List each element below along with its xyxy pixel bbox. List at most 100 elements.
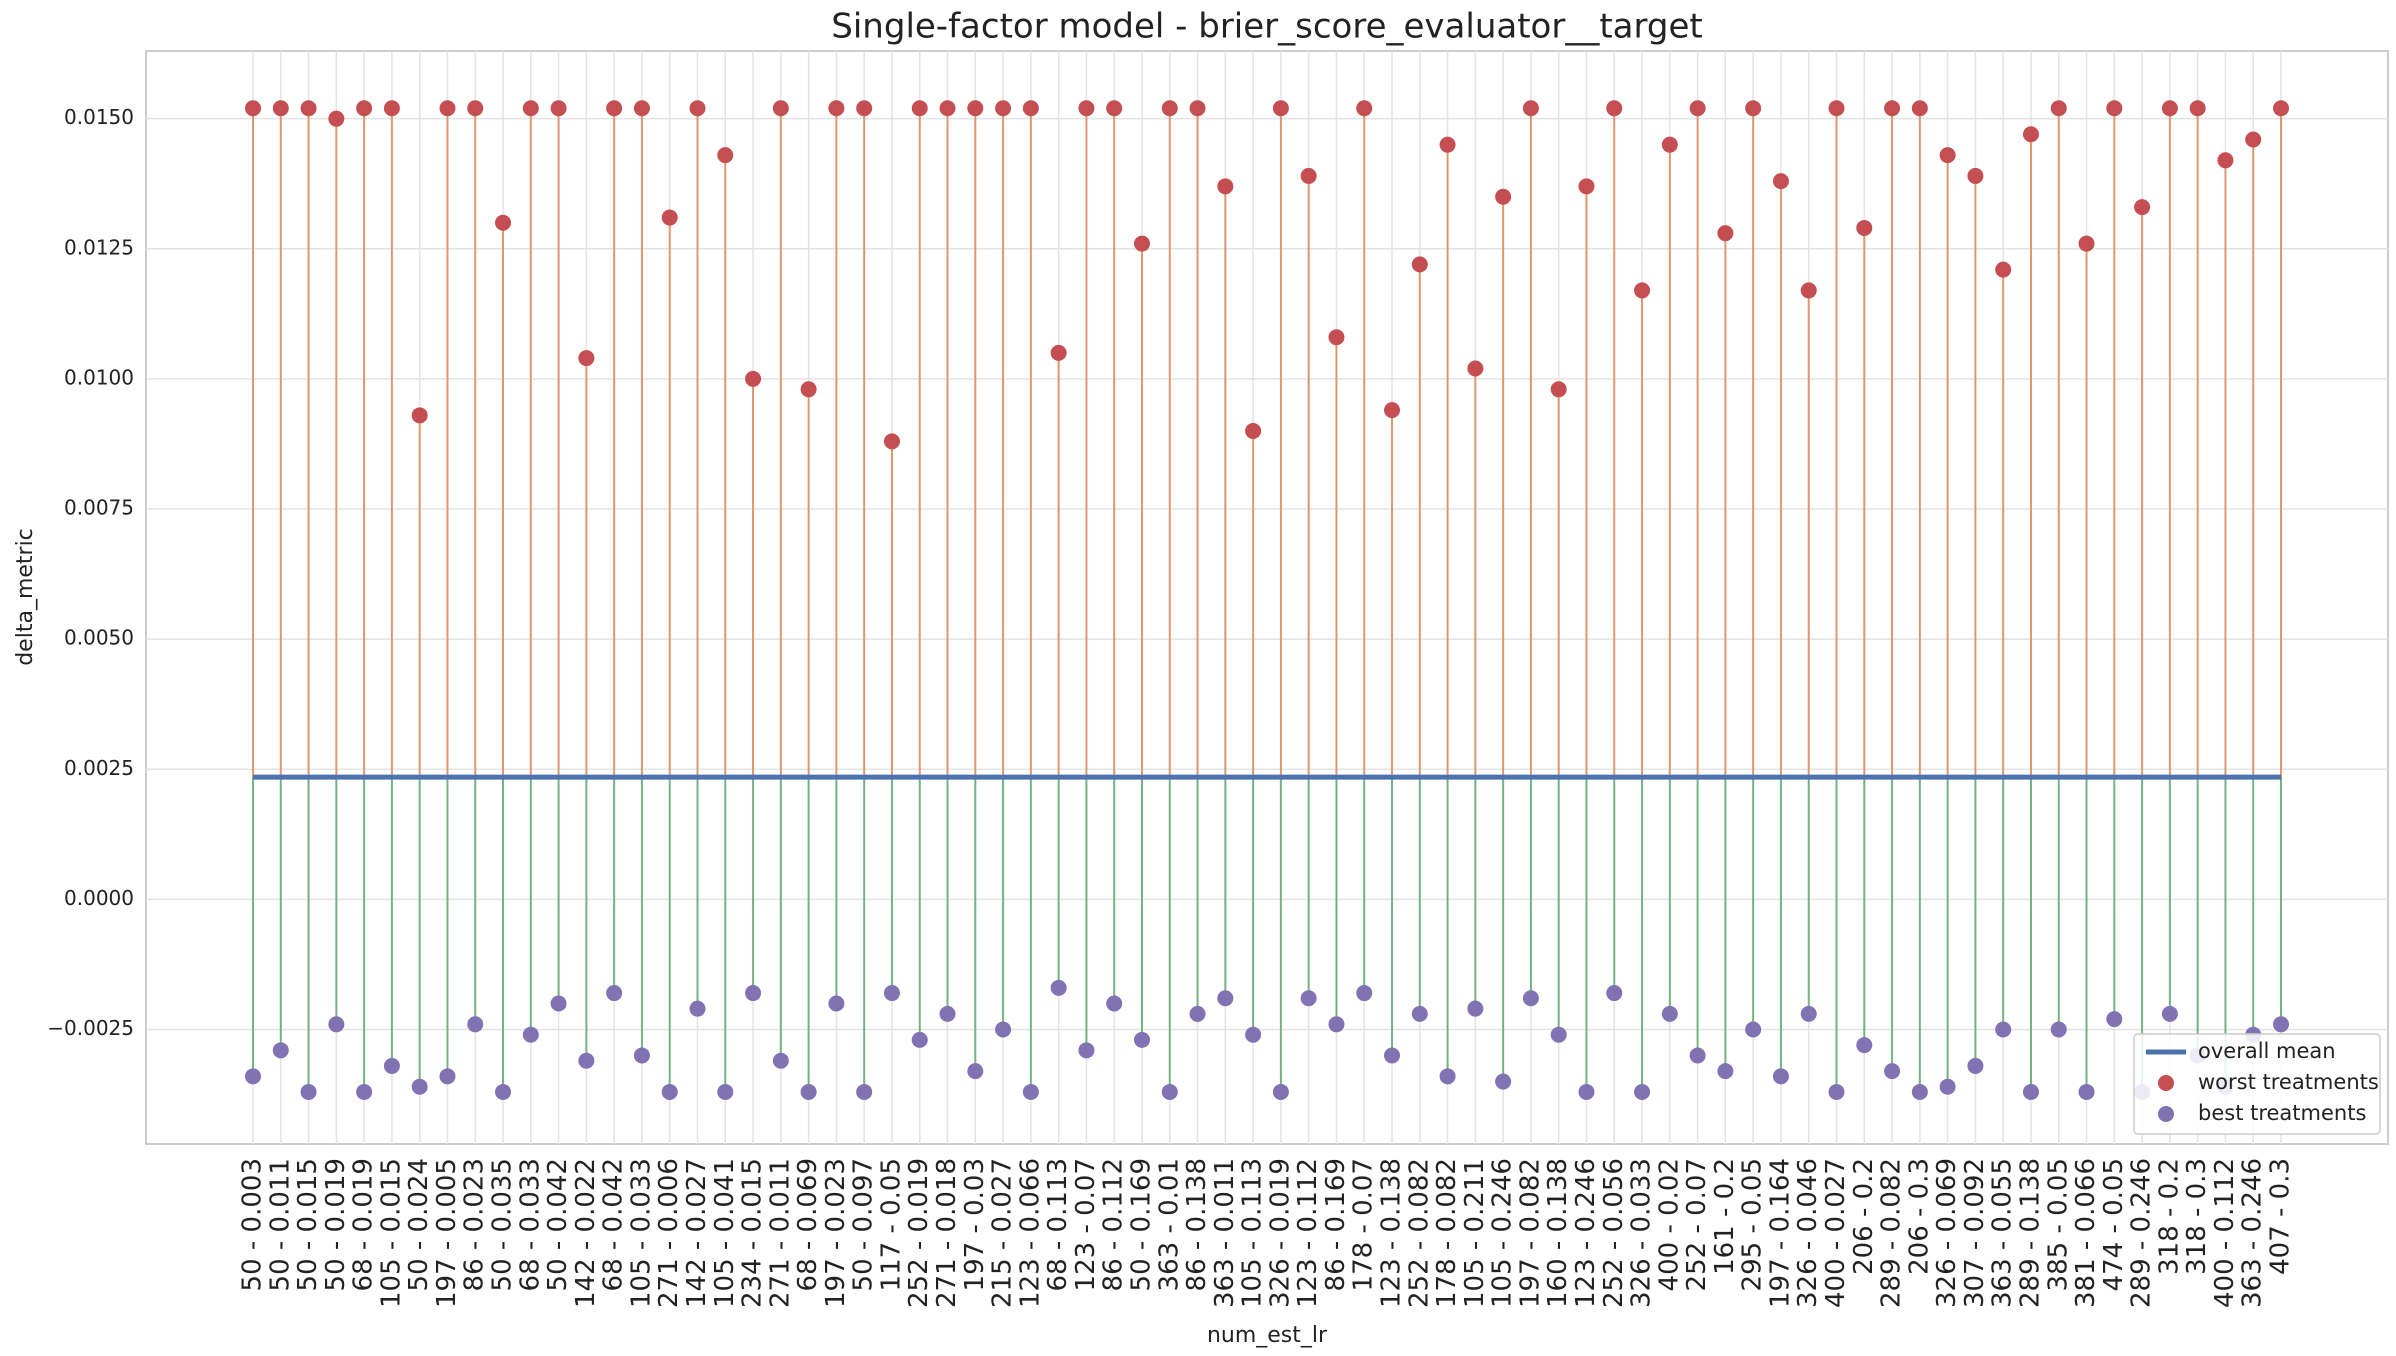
x-tick-label: 160 - 0.138	[1543, 1158, 1573, 1308]
x-tick-label: 252 - 0.056	[1599, 1158, 1629, 1308]
point	[772, 1052, 789, 1069]
y-tick-label: 0.0050	[64, 626, 134, 650]
x-tick-label: 105 - 0.211	[1460, 1158, 1490, 1308]
point	[1578, 178, 1595, 195]
point	[1856, 219, 1873, 236]
point	[439, 100, 456, 117]
point	[856, 1083, 873, 1100]
x-tick-label: 271 - 0.018	[932, 1158, 962, 1308]
point	[1967, 167, 1984, 184]
x-tick-label: 381 - 0.066	[2071, 1158, 2101, 1308]
y-axis-label: delta_metric	[13, 528, 38, 666]
point	[1106, 100, 1123, 117]
point	[745, 370, 762, 387]
point	[2161, 1005, 2178, 1022]
y-tick-label: 0.0075	[64, 496, 134, 520]
point	[245, 100, 261, 117]
point	[883, 985, 900, 1002]
point	[1939, 147, 1956, 164]
point	[2106, 1011, 2123, 1028]
point	[967, 1063, 984, 1080]
point	[2106, 100, 2123, 117]
x-axis-label: num_est_lr	[1207, 1323, 1328, 1348]
point	[2078, 1083, 2095, 1100]
point	[2022, 1083, 2039, 1100]
y-tick-label: 0.0150	[64, 105, 134, 129]
x-tick-label: 68 - 0.042	[599, 1158, 629, 1291]
x-tick-label: 123 - 0.066	[1015, 1158, 1045, 1308]
point	[689, 100, 706, 117]
point	[1578, 1083, 1595, 1100]
point	[1217, 990, 1234, 1007]
legend-box	[2133, 1033, 2381, 1135]
point	[272, 100, 289, 117]
x-tick-label: 105 - 0.246	[1488, 1158, 1518, 1308]
point	[1911, 100, 1928, 117]
point	[356, 100, 373, 117]
point	[522, 100, 539, 117]
point	[995, 100, 1012, 117]
point	[578, 350, 595, 367]
point	[1995, 261, 2012, 278]
x-tick-label: 289 - 0.246	[2127, 1158, 2157, 1308]
point	[633, 100, 650, 117]
x-tick-label: 105 - 0.015	[376, 1158, 406, 1308]
x-tick-label: 123 - 0.138	[1377, 1158, 1407, 1308]
point	[1245, 1026, 1262, 1043]
x-tick-label: 206 - 0.2	[1849, 1158, 1879, 1275]
point	[606, 100, 623, 117]
point	[1745, 1021, 1762, 1038]
point	[1550, 381, 1567, 398]
x-tick-label: 142 - 0.022	[571, 1158, 601, 1308]
x-tick-label: 197 - 0.082	[1515, 1158, 1545, 1308]
point	[1661, 1005, 1678, 1022]
point	[1717, 1063, 1734, 1080]
point	[1495, 1073, 1512, 1090]
point	[1967, 1057, 1984, 1074]
x-tick-label: 50 - 0.042	[543, 1158, 573, 1291]
x-tick-label: 326 - 0.046	[1793, 1158, 1823, 1308]
legend-label: overall mean	[2198, 1039, 2336, 1063]
point	[1411, 256, 1428, 273]
x-tick-label: 86 - 0.138	[1182, 1158, 1212, 1291]
point	[300, 100, 317, 117]
point	[495, 1083, 512, 1100]
x-tick-label: 289 - 0.082	[1877, 1158, 1907, 1308]
point	[467, 1016, 484, 1033]
point	[828, 995, 845, 1012]
point	[1106, 995, 1123, 1012]
point	[1495, 188, 1512, 205]
point	[1717, 225, 1734, 242]
x-tick-label: 206 - 0.3	[1904, 1158, 1934, 1275]
point	[1522, 100, 1539, 117]
x-tick-label: 117 - 0.05	[876, 1158, 906, 1291]
point	[1828, 1083, 1845, 1100]
x-tick-label: 197 - 0.03	[960, 1158, 990, 1291]
point	[1050, 979, 1067, 996]
point	[411, 407, 428, 424]
point	[1189, 1005, 1206, 1022]
point	[1800, 282, 1817, 299]
x-tick-label: 123 - 0.112	[1293, 1158, 1323, 1308]
x-tick-label: 363 - 0.055	[1988, 1158, 2018, 1308]
point	[717, 147, 734, 164]
point	[2217, 152, 2234, 169]
point	[550, 100, 567, 117]
x-tick-label: 289 - 0.138	[2015, 1158, 2045, 1308]
point	[2022, 126, 2039, 143]
point	[1300, 167, 1317, 184]
x-tick-label: 234 - 0.015	[738, 1158, 768, 1308]
point	[439, 1068, 456, 1085]
point	[495, 214, 512, 231]
x-tick-label: 50 - 0.024	[404, 1158, 434, 1291]
point	[356, 1083, 373, 1100]
point	[995, 1021, 1012, 1038]
point	[1884, 1063, 1901, 1080]
x-tick-label: 105 - 0.113	[1238, 1158, 1268, 1308]
point	[1689, 1047, 1706, 1064]
x-tick-label: 215 - 0.027	[988, 1158, 1018, 1308]
point	[383, 100, 400, 117]
point	[1356, 100, 1373, 117]
point	[967, 100, 984, 117]
point	[856, 100, 873, 117]
